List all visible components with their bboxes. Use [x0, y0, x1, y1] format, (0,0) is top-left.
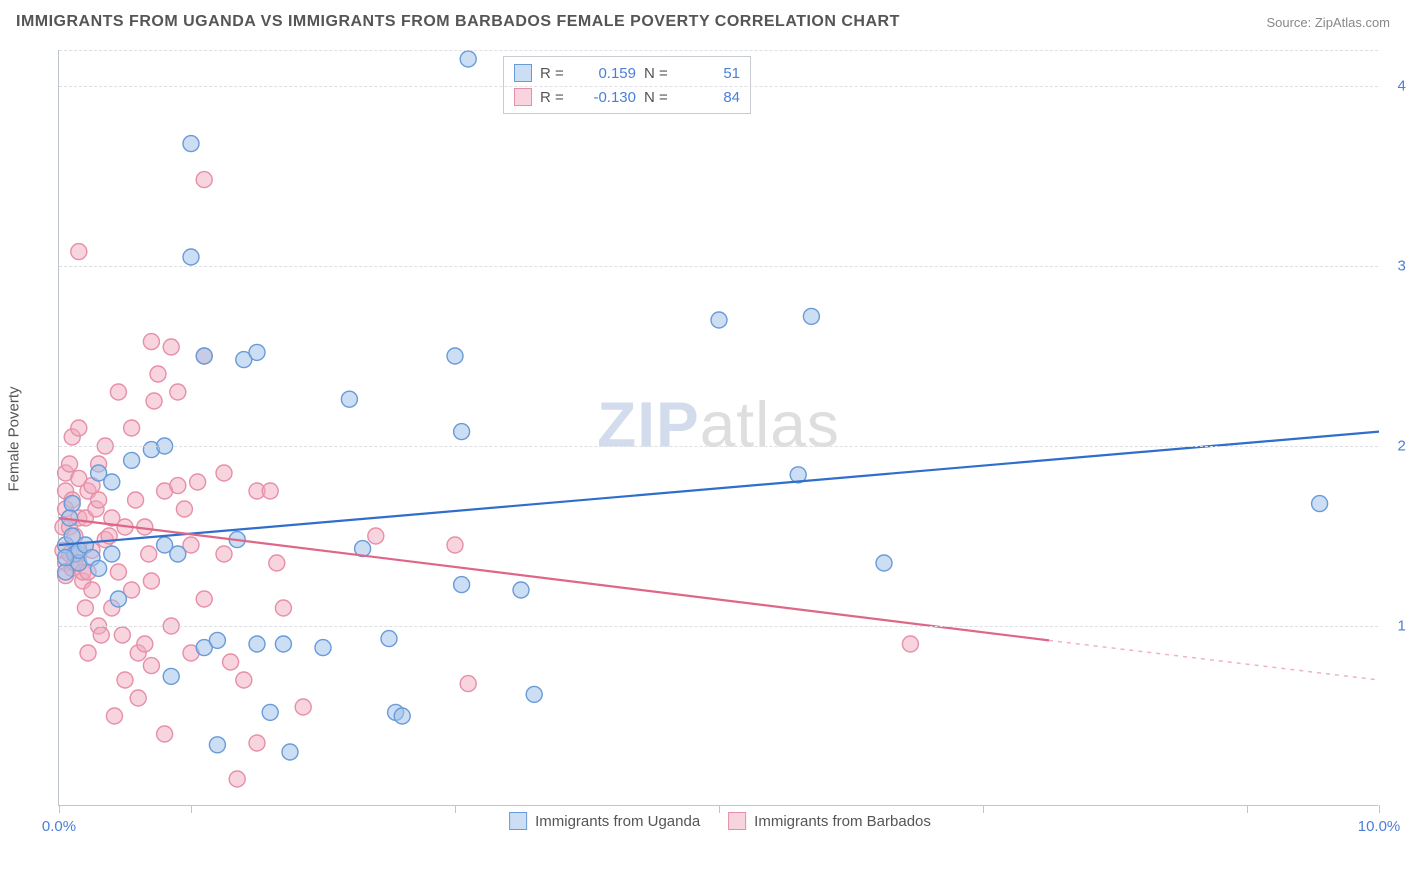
gridline — [59, 86, 1378, 87]
r-value-uganda: 0.159 — [576, 65, 636, 82]
scatter-svg — [59, 50, 1378, 805]
swatch-uganda — [514, 64, 532, 82]
gridline — [59, 446, 1378, 447]
swatch-barbados-bottom — [728, 812, 746, 830]
legend-item-uganda: Immigrants from Uganda — [509, 812, 700, 830]
x-tick — [983, 805, 984, 813]
x-tick — [455, 805, 456, 813]
x-tick — [1379, 805, 1380, 813]
x-tick-label: 10.0% — [1358, 818, 1401, 835]
correlation-legend: R = 0.159 N = 51 R = -0.130 N = 84 — [503, 56, 751, 114]
chart-title: IMMIGRANTS FROM UGANDA VS IMMIGRANTS FRO… — [16, 13, 900, 31]
legend-item-barbados: Immigrants from Barbados — [728, 812, 931, 830]
r-value-barbados: -0.130 — [576, 89, 636, 106]
legend-row-barbados: R = -0.130 N = 84 — [514, 85, 740, 109]
gridline — [59, 266, 1378, 267]
swatch-barbados — [514, 88, 532, 106]
series-legend: Immigrants from Uganda Immigrants from B… — [509, 812, 931, 830]
y-tick-label: 30.0% — [1386, 258, 1406, 275]
source-label: Source: ZipAtlas.com — [1266, 15, 1390, 30]
legend-row-uganda: R = 0.159 N = 51 — [514, 61, 740, 85]
x-tick — [191, 805, 192, 813]
series-label-uganda: Immigrants from Uganda — [535, 813, 700, 830]
x-tick-label: 0.0% — [42, 818, 76, 835]
series-label-barbados: Immigrants from Barbados — [754, 813, 931, 830]
plot-area: ZIPatlas R = 0.159 N = 51 R = -0.130 N =… — [58, 50, 1378, 806]
n-value-uganda: 51 — [680, 65, 740, 82]
gridline — [59, 50, 1378, 51]
y-tick-label: 20.0% — [1386, 438, 1406, 455]
n-value-barbados: 84 — [680, 89, 740, 106]
y-tick-label: 40.0% — [1386, 78, 1406, 95]
gridline — [59, 626, 1378, 627]
y-tick-label: 10.0% — [1386, 618, 1406, 635]
swatch-uganda-bottom — [509, 812, 527, 830]
x-tick — [1247, 805, 1248, 813]
x-tick — [59, 805, 60, 813]
y-axis-title: Female Poverty — [6, 386, 23, 491]
chart-container: Female Poverty ZIPatlas R = 0.159 N = 51… — [50, 44, 1390, 834]
